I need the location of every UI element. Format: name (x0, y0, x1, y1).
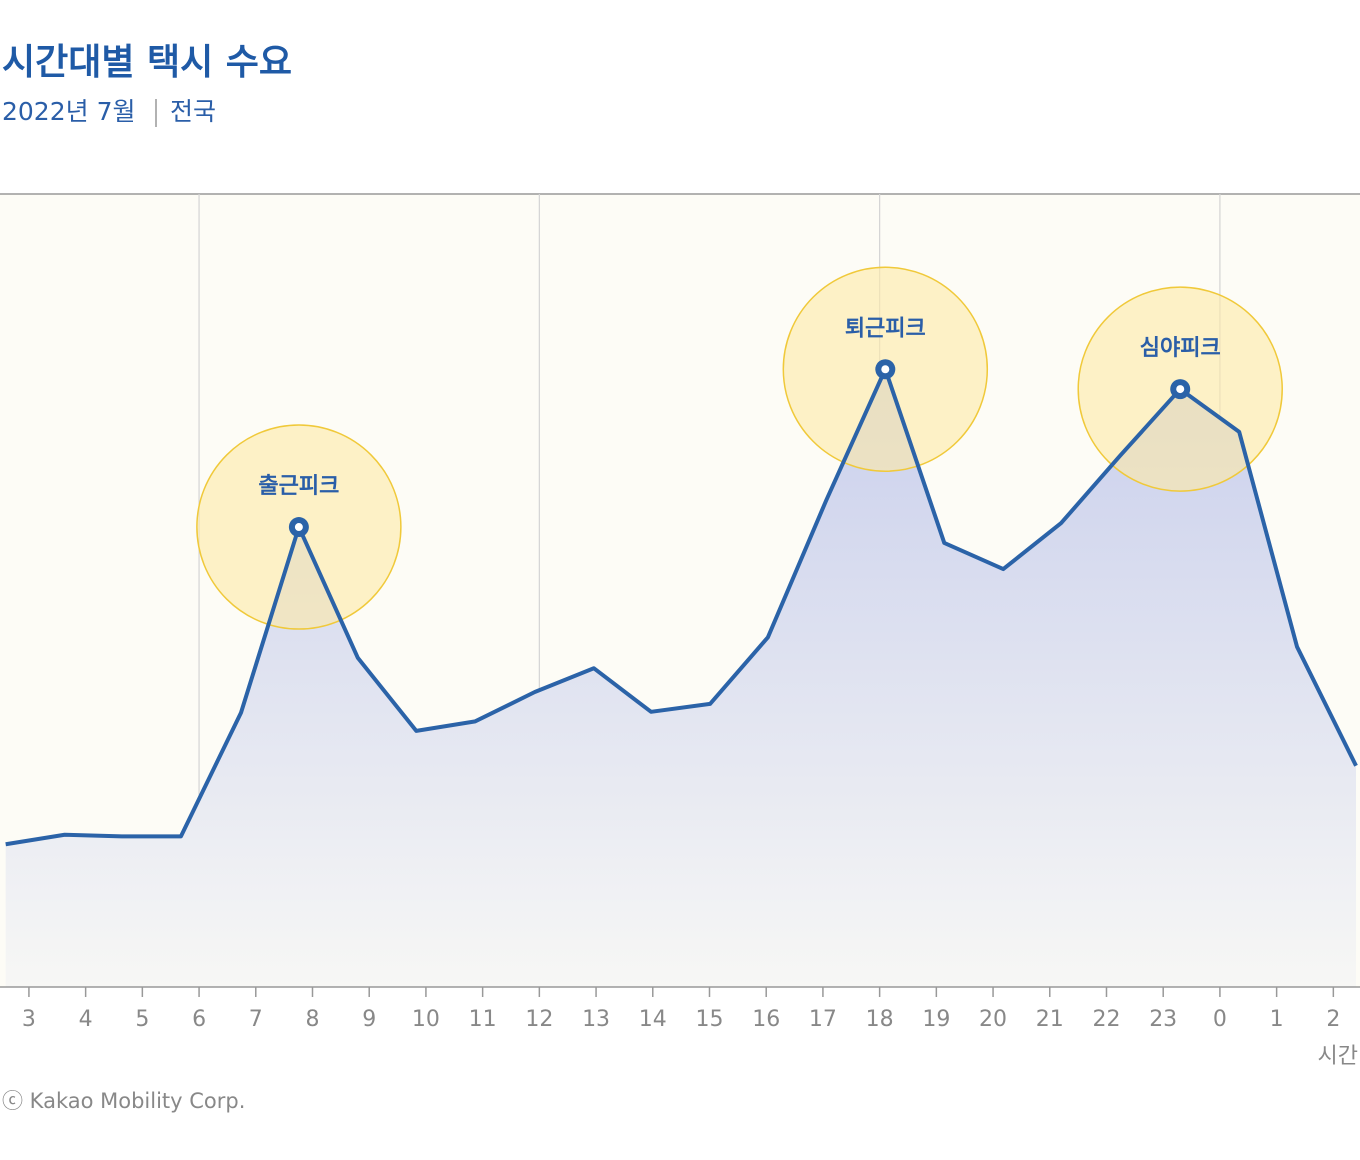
x-tick-label: 0 (1213, 1007, 1227, 1032)
x-tick-label: 19 (922, 1007, 950, 1032)
peak-marker-center (1176, 385, 1185, 394)
area (5, 369, 1357, 987)
x-tick-label: 3 (22, 1007, 36, 1032)
x-tick-label: 1 (1270, 1007, 1284, 1032)
peak-label: 심야피크 (1140, 336, 1221, 361)
x-tick-label: 10 (412, 1007, 440, 1032)
line (5, 367, 1358, 847)
chart-title: 시간대별 택시 수요 (2, 42, 292, 83)
subtitle-region: 전국 (170, 97, 216, 126)
x-tick-label: 14 (639, 1007, 667, 1032)
x-axis-label: 시간 (1318, 1044, 1358, 1069)
x-tick-label: 2 (1326, 1007, 1340, 1032)
x-tick-label: 20 (979, 1007, 1007, 1032)
x-tick-label: 5 (135, 1007, 149, 1032)
x-tick-label: 9 (362, 1007, 376, 1032)
peak-marker-center (881, 365, 890, 374)
peak-label: 출근피크 (258, 474, 339, 499)
x-tick-label: 13 (582, 1007, 610, 1032)
footer: ⓒ Kakao Mobility Corp. (2, 1089, 245, 1113)
x-tick-label: 18 (866, 1007, 894, 1032)
x-tick-label: 7 (249, 1007, 263, 1032)
x-tick-label: 17 (809, 1007, 837, 1032)
x-tick-label: 8 (305, 1007, 319, 1032)
x-tick-label: 11 (469, 1007, 497, 1032)
peak-marker-center (294, 523, 303, 532)
x-tick-label: 16 (752, 1007, 780, 1032)
x-tick-label: 15 (695, 1007, 723, 1032)
x-tick-label: 22 (1092, 1007, 1120, 1032)
x-tick-label: 23 (1149, 1007, 1177, 1032)
subtitle-date: 2022년 7월 (2, 97, 135, 126)
x-tick-label: 4 (79, 1007, 93, 1032)
x-tick-label: 6 (192, 1007, 206, 1032)
x-tick-label: 21 (1036, 1007, 1064, 1032)
peak-label: 퇴근피크 (845, 316, 926, 341)
x-tick-label: 12 (525, 1007, 553, 1032)
